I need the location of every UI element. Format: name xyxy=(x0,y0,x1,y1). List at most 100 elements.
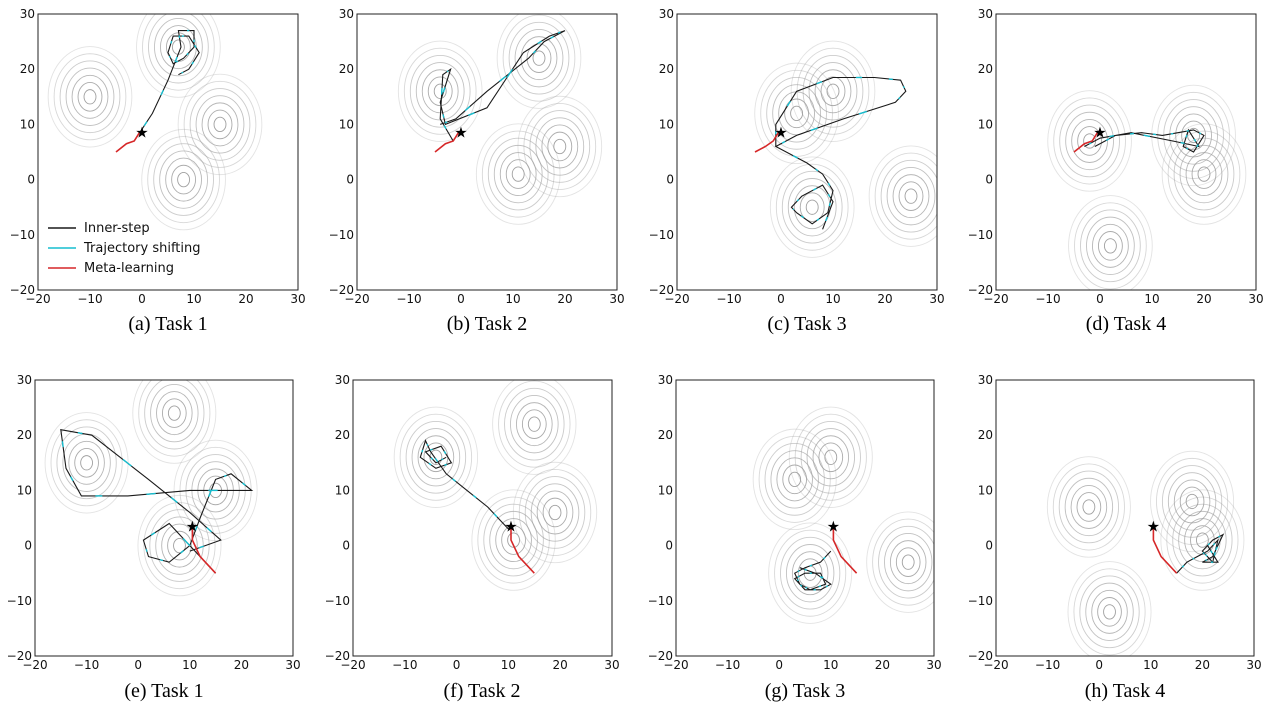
panel-caption: (e) Task 1 xyxy=(124,680,203,702)
contour-peak xyxy=(1151,84,1236,187)
x-tick-label: −10 xyxy=(1035,658,1060,672)
y-tick-label: 10 xyxy=(335,483,350,497)
x-tick-label: −10 xyxy=(392,658,417,672)
y-tick-label: −20 xyxy=(968,283,993,297)
y-tick-label: −20 xyxy=(10,283,35,297)
x-tick-label: 10 xyxy=(182,658,197,672)
contour-peak xyxy=(397,40,483,142)
contour-peak xyxy=(475,123,561,225)
y-tick-label: 20 xyxy=(658,428,673,442)
start-star-marker: ★ xyxy=(504,517,517,535)
inner-step-trajectory xyxy=(419,439,509,530)
inner-step-trajectory xyxy=(774,76,907,230)
contour-peak xyxy=(177,73,263,176)
y-tick-label: 30 xyxy=(978,7,993,21)
contour-peak xyxy=(393,406,479,508)
trajectory-shifting-segments xyxy=(1181,535,1221,568)
contour-peak xyxy=(136,14,221,98)
contour-peak xyxy=(517,95,603,198)
panel-caption: (f) Task 2 xyxy=(443,680,520,702)
y-tick-label: −10 xyxy=(329,228,354,242)
y-tick-label: 0 xyxy=(24,539,32,553)
contour-peak xyxy=(1067,561,1152,656)
x-tick-label: 20 xyxy=(1195,658,1210,672)
contour-peak xyxy=(47,46,133,148)
y-tick-label: 20 xyxy=(978,428,993,442)
plot-frame xyxy=(995,379,1255,657)
x-tick-label: 20 xyxy=(557,292,572,306)
y-tick-label: −10 xyxy=(325,594,350,608)
x-tick-label: −10 xyxy=(396,292,421,306)
y-tick-label: 0 xyxy=(665,539,673,553)
x-tick-label: −20 xyxy=(983,658,1008,672)
x-tick-label: −10 xyxy=(1035,292,1060,306)
x-tick-label: −20 xyxy=(25,292,50,306)
x-tick-label: 0 xyxy=(1096,292,1104,306)
trajectory-shifting-segments xyxy=(796,556,829,591)
contour-peak xyxy=(866,511,934,613)
y-tick-label: 20 xyxy=(20,62,35,76)
contour-peak xyxy=(471,489,556,591)
y-tick-label: 30 xyxy=(659,7,674,21)
y-tick-label: 0 xyxy=(27,173,35,187)
y-tick-label: 0 xyxy=(666,173,674,187)
y-tick-label: 30 xyxy=(339,7,354,21)
y-tick-label: 30 xyxy=(20,7,35,21)
x-tick-label: 10 xyxy=(505,292,520,306)
x-tick-label: 10 xyxy=(825,292,840,306)
y-tick-label: −20 xyxy=(648,649,673,663)
y-tick-label: 30 xyxy=(658,373,673,387)
y-tick-label: 20 xyxy=(978,62,993,76)
x-tick-label: −20 xyxy=(983,292,1008,306)
inner-step-trajectory xyxy=(1176,533,1225,574)
contour-peak xyxy=(754,62,839,165)
legend-label: Meta-learning xyxy=(84,261,174,276)
x-tick-label: −20 xyxy=(340,658,365,672)
meta-learning-trajectory xyxy=(1152,526,1178,574)
y-tick-label: −10 xyxy=(968,228,993,242)
y-tick-label: −20 xyxy=(649,283,674,297)
y-tick-label: −20 xyxy=(329,283,354,297)
meta-learning-trajectory xyxy=(832,526,858,574)
plot-frame xyxy=(356,13,618,291)
x-tick-label: 20 xyxy=(234,658,249,672)
y-tick-label: 20 xyxy=(335,428,350,442)
contour-peak xyxy=(868,145,937,247)
plot-frame xyxy=(352,379,613,657)
y-tick-label: 0 xyxy=(346,173,354,187)
meta-learning-trajectory xyxy=(510,526,535,574)
start-star-marker: ★ xyxy=(454,124,467,142)
contour-peak xyxy=(137,494,222,597)
x-tick-label: 20 xyxy=(875,658,890,672)
y-tick-label: −10 xyxy=(648,594,673,608)
contour-peak xyxy=(1160,489,1245,591)
contour-peak xyxy=(1047,90,1132,192)
x-tick-label: −20 xyxy=(664,292,689,306)
start-star-marker: ★ xyxy=(186,517,199,535)
y-tick-label: −20 xyxy=(325,649,350,663)
legend-label: Inner-step xyxy=(84,221,150,236)
plot-frame xyxy=(995,13,1257,291)
x-tick-label: 0 xyxy=(775,658,783,672)
x-tick-label: 0 xyxy=(777,292,785,306)
x-tick-label: −10 xyxy=(715,658,740,672)
x-tick-label: 30 xyxy=(1246,658,1261,672)
x-tick-label: 0 xyxy=(457,292,465,306)
meta-learning-trajectory xyxy=(434,131,461,153)
x-tick-label: 30 xyxy=(285,658,300,672)
panel-2: ★ −20 −10 0 10 20 30 −20 −10 0 10 20 30 (b) Task 2 xyxy=(329,7,625,335)
panel-caption: (a) Task 1 xyxy=(128,313,207,335)
y-tick-label: 30 xyxy=(17,373,32,387)
legend: Inner-step Trajectory shifting Meta-learni… xyxy=(48,221,201,276)
meta-learning-trajectory xyxy=(115,131,142,153)
panel-7: ★ −20 −10 0 10 20 30 −20 −10 0 10 20 30 (g) Task 3 xyxy=(648,373,942,702)
contour-peak xyxy=(492,380,577,475)
contour-peak xyxy=(790,40,876,142)
y-tick-label: 30 xyxy=(335,373,350,387)
panel-4: ★ −20 −10 0 10 20 30 −20 −10 0 10 20 30 (d) Task 4 xyxy=(968,7,1264,335)
y-tick-label: 10 xyxy=(658,483,673,497)
inner-step-trajectory xyxy=(793,550,832,591)
x-tick-label: −20 xyxy=(344,292,369,306)
x-tick-label: −10 xyxy=(77,292,102,306)
trajectory-shifting-segments xyxy=(775,76,905,222)
